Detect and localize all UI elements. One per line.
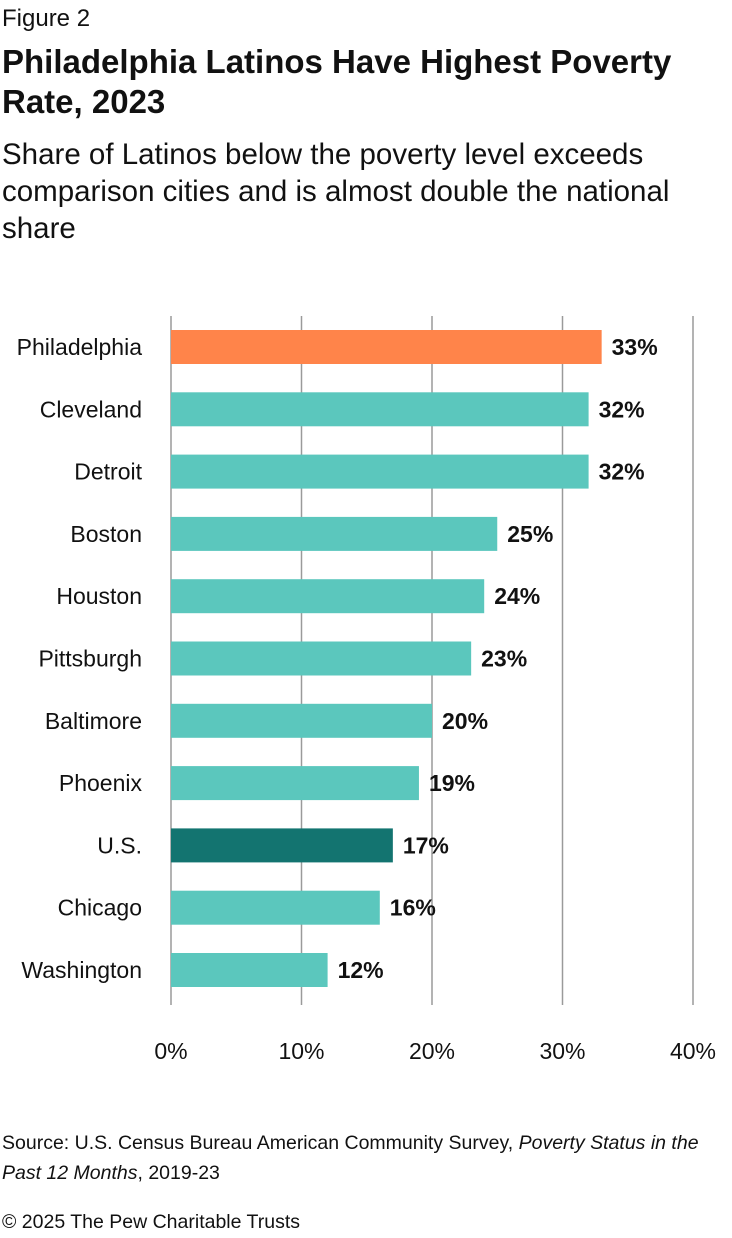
x-tick-label: 20% [409, 1038, 455, 1064]
source-note: Source: U.S. Census Bureau American Comm… [2, 1128, 722, 1188]
copyright: © 2025 The Pew Charitable Trusts [2, 1211, 300, 1233]
chart-subtitle: Share of Latinos below the poverty level… [2, 138, 670, 245]
value-label: 16% [390, 895, 436, 921]
category-label: Boston [70, 521, 142, 547]
category-label: Phoenix [59, 770, 143, 796]
category-label: Detroit [74, 459, 142, 485]
figure-label: Figure 2 [2, 5, 91, 32]
value-label: 19% [429, 770, 475, 796]
bar [171, 890, 380, 925]
x-tick-label: 10% [278, 1038, 324, 1064]
category-label: Cleveland [40, 396, 142, 422]
bar [171, 766, 419, 801]
bar [171, 641, 472, 676]
bar [171, 703, 432, 738]
category-label: Washington [21, 957, 142, 983]
value-label: 17% [403, 832, 449, 858]
source-prefix: Source: U.S. Census Bureau American Comm… [2, 1132, 519, 1154]
bar [171, 330, 602, 364]
bar-chart: Philadelphia 33% Cleveland 32% Detroit 32% Bos… [17, 316, 716, 1064]
source-suffix: , 2019-23 [137, 1162, 220, 1184]
bar [171, 828, 393, 863]
category-label: Chicago [58, 895, 142, 921]
value-label: 23% [481, 646, 527, 672]
bar [171, 516, 498, 551]
category-label: U.S. [97, 832, 142, 858]
bar [171, 454, 589, 489]
x-tick-label: 0% [154, 1038, 187, 1064]
x-tick-label: 40% [670, 1038, 716, 1064]
value-label: 12% [338, 957, 384, 983]
bar [171, 392, 589, 427]
x-tick-label: 30% [539, 1038, 585, 1064]
value-label: 20% [442, 708, 488, 734]
category-label: Houston [56, 583, 142, 609]
value-label: 32% [599, 396, 645, 422]
value-label: 25% [507, 521, 553, 547]
bar [171, 953, 328, 987]
value-label: 24% [494, 583, 540, 609]
category-label: Philadelphia [17, 334, 143, 360]
bar [171, 579, 485, 614]
value-label: 32% [599, 459, 645, 485]
value-label: 33% [612, 334, 658, 360]
source-italic: Poverty Status in the Past 12 Months [2, 1132, 699, 1184]
chart-title: Philadelphia Latinos Have Highest Povert… [2, 43, 672, 120]
category-label: Baltimore [45, 708, 142, 734]
category-label: Pittsburgh [38, 646, 142, 672]
